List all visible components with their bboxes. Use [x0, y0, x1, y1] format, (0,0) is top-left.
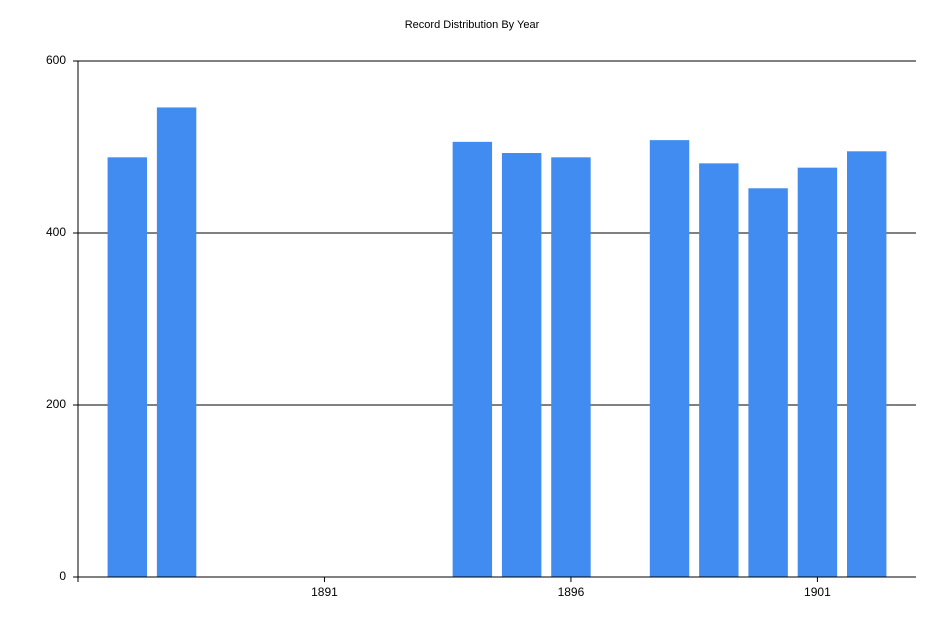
bar	[107, 157, 148, 577]
x-tick-label: 1896	[558, 585, 585, 599]
bar	[699, 163, 739, 577]
chart-title: Record Distribution By Year	[405, 19, 540, 31]
bar	[501, 153, 542, 577]
bar	[156, 107, 197, 577]
bar	[649, 140, 690, 577]
x-tick-label: 1891	[311, 585, 338, 599]
y-tick-label: 200	[46, 397, 66, 411]
x-tick-label: 1901	[804, 585, 831, 599]
bar	[846, 151, 887, 578]
bar	[797, 167, 838, 577]
bar	[551, 157, 591, 577]
y-tick-label: 0	[59, 569, 66, 583]
bar	[748, 188, 788, 577]
y-tick-label: 600	[46, 53, 66, 67]
y-tick-label: 400	[46, 225, 66, 239]
bar	[452, 141, 493, 577]
